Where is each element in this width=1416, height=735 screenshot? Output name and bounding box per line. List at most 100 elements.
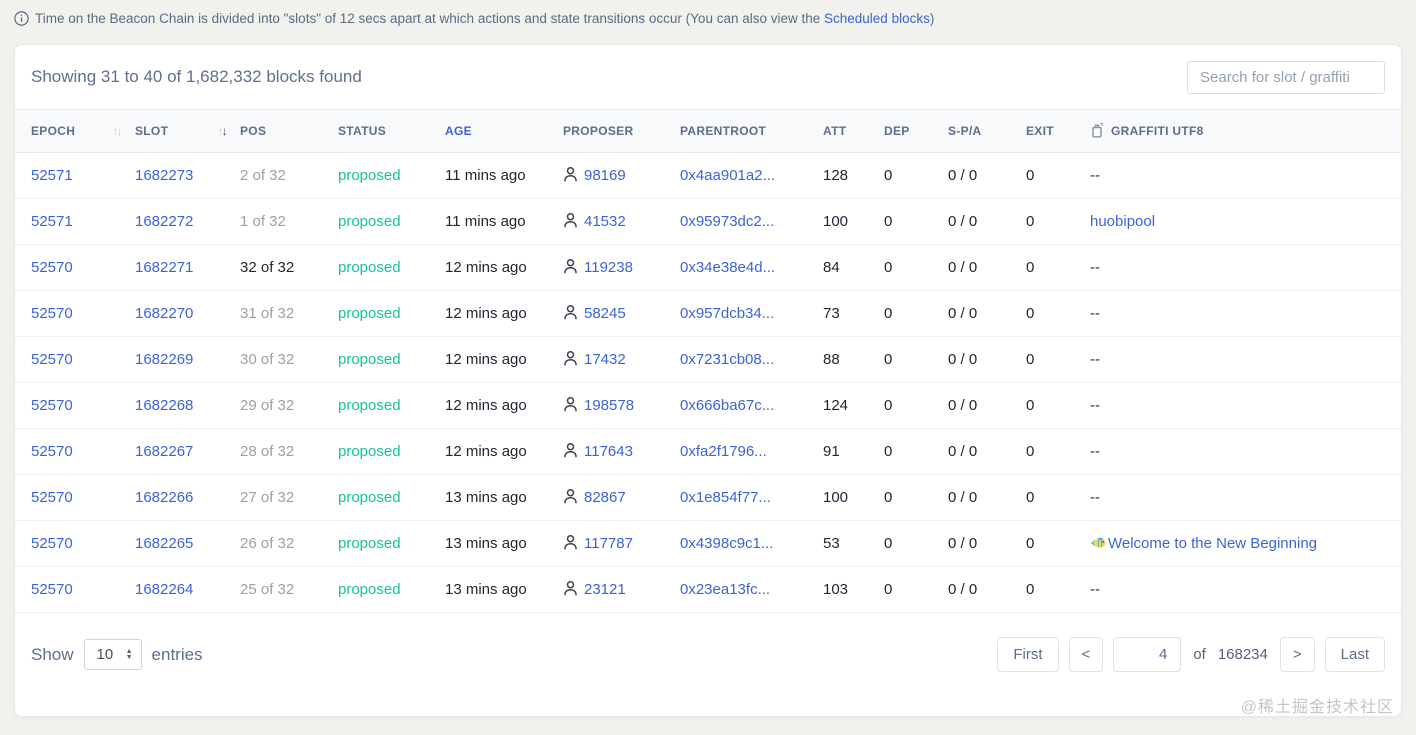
slot-link[interactable]: 1682273 (135, 167, 194, 184)
next-page-button[interactable]: > (1279, 637, 1315, 672)
table-row: 52571 1682273 2 of 32 proposed 11 mins ago 98… (15, 152, 1401, 199)
select-arrows-icon: ▲ ▼ (125, 647, 133, 661)
col-header-s-p-a: S-P/A (948, 109, 1026, 153)
search-input[interactable] (1187, 60, 1385, 94)
parentroot-cell: 0x34e38e4d... (680, 244, 823, 291)
epoch-cell: 52570 (15, 290, 135, 337)
graffiti-empty: -- (1090, 305, 1100, 322)
proposer-link[interactable]: 119238 (584, 259, 633, 276)
table-row: 52570 1682270 31 of 32 proposed 12 mins ago 5… (15, 290, 1401, 337)
proposer-cell: 41532 (563, 198, 680, 245)
col-header-proposer: PROPOSER (563, 109, 680, 153)
graffiti-empty: -- (1090, 397, 1100, 414)
graffiti-empty: -- (1090, 259, 1100, 276)
person-icon (563, 350, 578, 370)
status-value: proposed (338, 259, 401, 276)
proposer-link[interactable]: 23121 (584, 581, 626, 598)
slot-link[interactable]: 1682270 (135, 305, 194, 322)
epoch-link[interactable]: 52570 (31, 535, 73, 552)
parentroot-link[interactable]: 0x34e38e4d... (680, 259, 776, 276)
parentroot-link[interactable]: 0x23ea13fc... (680, 581, 771, 598)
epoch-link[interactable]: 52570 (31, 351, 73, 368)
slot-link[interactable]: 1682267 (135, 443, 194, 460)
graffiti-cell: -- (1090, 290, 1401, 337)
slot-cell: 1682273 (135, 152, 240, 199)
slot-cell: 1682268 (135, 382, 240, 429)
last-page-button[interactable]: Last (1324, 637, 1385, 672)
proposer-link[interactable]: 117643 (584, 443, 633, 460)
parentroot-link[interactable]: 0x4398c9c1... (680, 535, 774, 552)
proposer-link[interactable]: 17432 (584, 351, 626, 368)
slot-link[interactable]: 1682271 (135, 259, 194, 276)
col-header-att: ATT (823, 109, 884, 153)
proposer-link[interactable]: 98169 (584, 167, 626, 184)
proposer-link[interactable]: 41532 (584, 213, 626, 230)
graffiti-cell: -- (1090, 244, 1401, 291)
epoch-cell: 52570 (15, 244, 135, 291)
epoch-link[interactable]: 52570 (31, 397, 73, 414)
att-cell: 84 (823, 244, 884, 291)
slot-link[interactable]: 1682266 (135, 489, 194, 506)
parentroot-cell: 0xfa2f1796... (680, 428, 823, 475)
proposer-link[interactable]: 198578 (584, 397, 635, 414)
slot-link[interactable]: 1682265 (135, 535, 194, 552)
epoch-link[interactable]: 52570 (31, 305, 73, 322)
prev-page-button[interactable]: < (1068, 637, 1104, 672)
first-page-button[interactable]: First (997, 637, 1059, 672)
parentroot-link[interactable]: 0x7231cb08... (680, 351, 775, 368)
proposer-cell: 117787 (563, 520, 680, 567)
proposer-link[interactable]: 58245 (584, 305, 626, 322)
slot-cell: 1682271 (135, 244, 240, 291)
total-pages: 168234 (1217, 646, 1268, 663)
parentroot-link[interactable]: 0x666ba67c... (680, 397, 775, 414)
epoch-link[interactable]: 52571 (31, 213, 73, 230)
entries-label: entries (151, 644, 203, 664)
slot-link[interactable]: 1682268 (135, 397, 194, 414)
slot-link[interactable]: 1682264 (135, 581, 194, 598)
proposer-cell: 98169 (563, 152, 680, 199)
proposer-link[interactable]: 117787 (584, 535, 633, 552)
parentroot-link[interactable]: 0xfa2f1796... (680, 443, 767, 460)
parentroot-link[interactable]: 0x957dcb34... (680, 305, 775, 322)
col-label-parentroot: PARENTROOT (680, 124, 767, 138)
col-label-status: STATUS (338, 124, 387, 138)
sort-icon-epoch[interactable]: ↑↓ (112, 124, 123, 138)
slot-link[interactable]: 1682269 (135, 351, 194, 368)
graffiti-empty: -- (1090, 489, 1100, 506)
graffiti-link[interactable]: huobipool (1090, 213, 1156, 230)
pos-value: 31 of 32 (240, 305, 295, 322)
epoch-link[interactable]: 52571 (31, 167, 73, 184)
col-header-graffiti-utf8: GRAFFITI UTF8 (1090, 109, 1401, 153)
page-size-control: Show 10 ▲ ▼ entries (31, 639, 203, 670)
person-icon (563, 212, 578, 232)
results-summary: Showing 31 to 40 of 1,682,332 blocks fou… (31, 67, 362, 86)
slot-link[interactable]: 1682272 (135, 213, 194, 230)
col-label-proposer: PROPOSER (563, 124, 634, 138)
sort-icon-slot[interactable]: ↑↓ (217, 124, 228, 138)
spa-cell: 0 / 0 (948, 474, 1026, 521)
epoch-link[interactable]: 52570 (31, 443, 73, 460)
scheduled-blocks-link[interactable]: Scheduled blocks (824, 10, 930, 26)
exit-cell: 0 (1026, 244, 1090, 291)
status-cell: proposed (338, 566, 445, 613)
status-value: proposed (338, 581, 401, 598)
epoch-cell: 52570 (15, 520, 135, 567)
epoch-link[interactable]: 52570 (31, 489, 73, 506)
dep-cell: 0 (884, 336, 948, 383)
epoch-cell: 52570 (15, 474, 135, 521)
epoch-link[interactable]: 52570 (31, 581, 73, 598)
table-header-row: EPOCH ↑↓ SLOT ↑↓ POS STATUS AGE PROPOSER PARENTR… (15, 109, 1401, 153)
table-row: 52570 1682268 29 of 32 proposed 12 mins ago 1… (15, 382, 1401, 429)
proposer-link[interactable]: 82867 (584, 489, 626, 506)
parentroot-link[interactable]: 0x4aa901a2... (680, 167, 776, 184)
parentroot-cell: 0x4aa901a2... (680, 152, 823, 199)
parentroot-cell: 0x7231cb08... (680, 336, 823, 383)
status-value: proposed (338, 167, 401, 184)
parentroot-link[interactable]: 0x1e854f77... (680, 489, 771, 506)
page-size-select[interactable]: 10 ▲ ▼ (83, 639, 142, 670)
page-number-input[interactable] (1113, 637, 1182, 672)
epoch-link[interactable]: 52570 (31, 259, 73, 276)
parentroot-link[interactable]: 0x95973dc2... (680, 213, 775, 230)
graffiti-link[interactable]: Welcome to the New Beginning (1108, 535, 1318, 552)
epoch-cell: 52570 (15, 428, 135, 475)
